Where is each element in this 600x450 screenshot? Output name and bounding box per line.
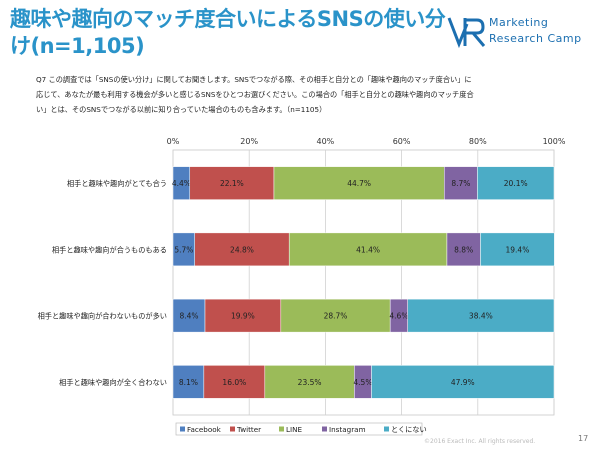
data-label: 8.8% [454,245,473,254]
bar-segment [273,166,445,200]
legend-label: Twitter [236,425,261,434]
data-label: 24.8% [230,245,254,254]
bar-segment [189,166,275,200]
data-label: 8.7% [451,179,470,188]
brand-logo: Marketing Research Camp [447,14,597,52]
bar-segment [477,166,555,200]
category-label: 相手と趣味や趣向が合わないものが多い [38,312,167,321]
data-label: 20.1% [504,179,528,188]
legend-swatch [322,426,327,432]
copyright-notice: ©2016 Exact Inc. All rights reserved. [424,438,536,445]
category-label: 相手と趣味や趣向がとても合う [67,179,167,188]
bar-segment [288,232,448,267]
bar-segment [203,365,266,399]
data-label: 8.1% [179,378,198,387]
bar-segment [172,298,206,333]
legend-swatch [230,426,235,432]
data-label: 23.5% [298,378,322,387]
legend-box [175,422,423,436]
data-label: 22.1% [220,179,244,188]
x-tick-label: 80% [469,137,487,146]
logo-mark-icon [447,17,486,49]
category-label: 相手と趣味や趣向が合うものもある [52,245,167,254]
x-tick-label: 0% [167,137,180,146]
x-tick-label: 20% [240,137,258,146]
bar-segment [407,298,555,333]
data-label: 28.7% [324,312,348,321]
legend-label: とくにない [391,425,427,434]
data-label: 16.0% [222,378,246,387]
legend-label: Facebook [187,425,222,434]
bar-segment [444,166,478,200]
legend-swatch [384,426,389,432]
data-label: 5.7% [174,245,193,254]
page-title: 趣味や趣向のマッチ度合いによるSNSの使い分け(n=1,105) [10,7,446,58]
x-tick-label: 60% [393,137,411,146]
data-label: 47.9% [451,378,475,387]
survey-question: Q7 この調査では「SNSの使い分け」に関してお聞きします。SNSでつながる際、… [36,75,474,114]
bar-segment [172,365,205,399]
legend-swatch [180,426,185,432]
x-tick-label: 100% [543,137,566,146]
data-label: 4.5% [353,378,372,387]
legend-label: LINE [286,425,303,434]
legend-label: Instagram [329,425,366,434]
data-label: 19.9% [231,312,255,321]
logo-text-line1: Marketing [489,16,549,29]
data-label: 4.4% [172,179,191,188]
logo-text-line2: Research Camp [489,32,582,45]
data-label: 41.4% [356,245,380,254]
bar-segment [480,232,555,267]
data-label: 8.4% [179,312,198,321]
data-label: 44.7% [347,179,371,188]
bar-segment [446,232,481,267]
data-label: 4.6% [389,312,408,321]
legend-swatch [279,426,284,432]
data-label: 19.4% [506,245,530,254]
bar-segment [371,365,555,399]
x-tick-label: 40% [317,137,335,146]
category-label: 相手と趣味や趣向が全く合わない [59,378,167,387]
page-number: 17 [578,434,589,443]
data-label: 38.4% [469,312,493,321]
bar-segment [194,232,290,267]
